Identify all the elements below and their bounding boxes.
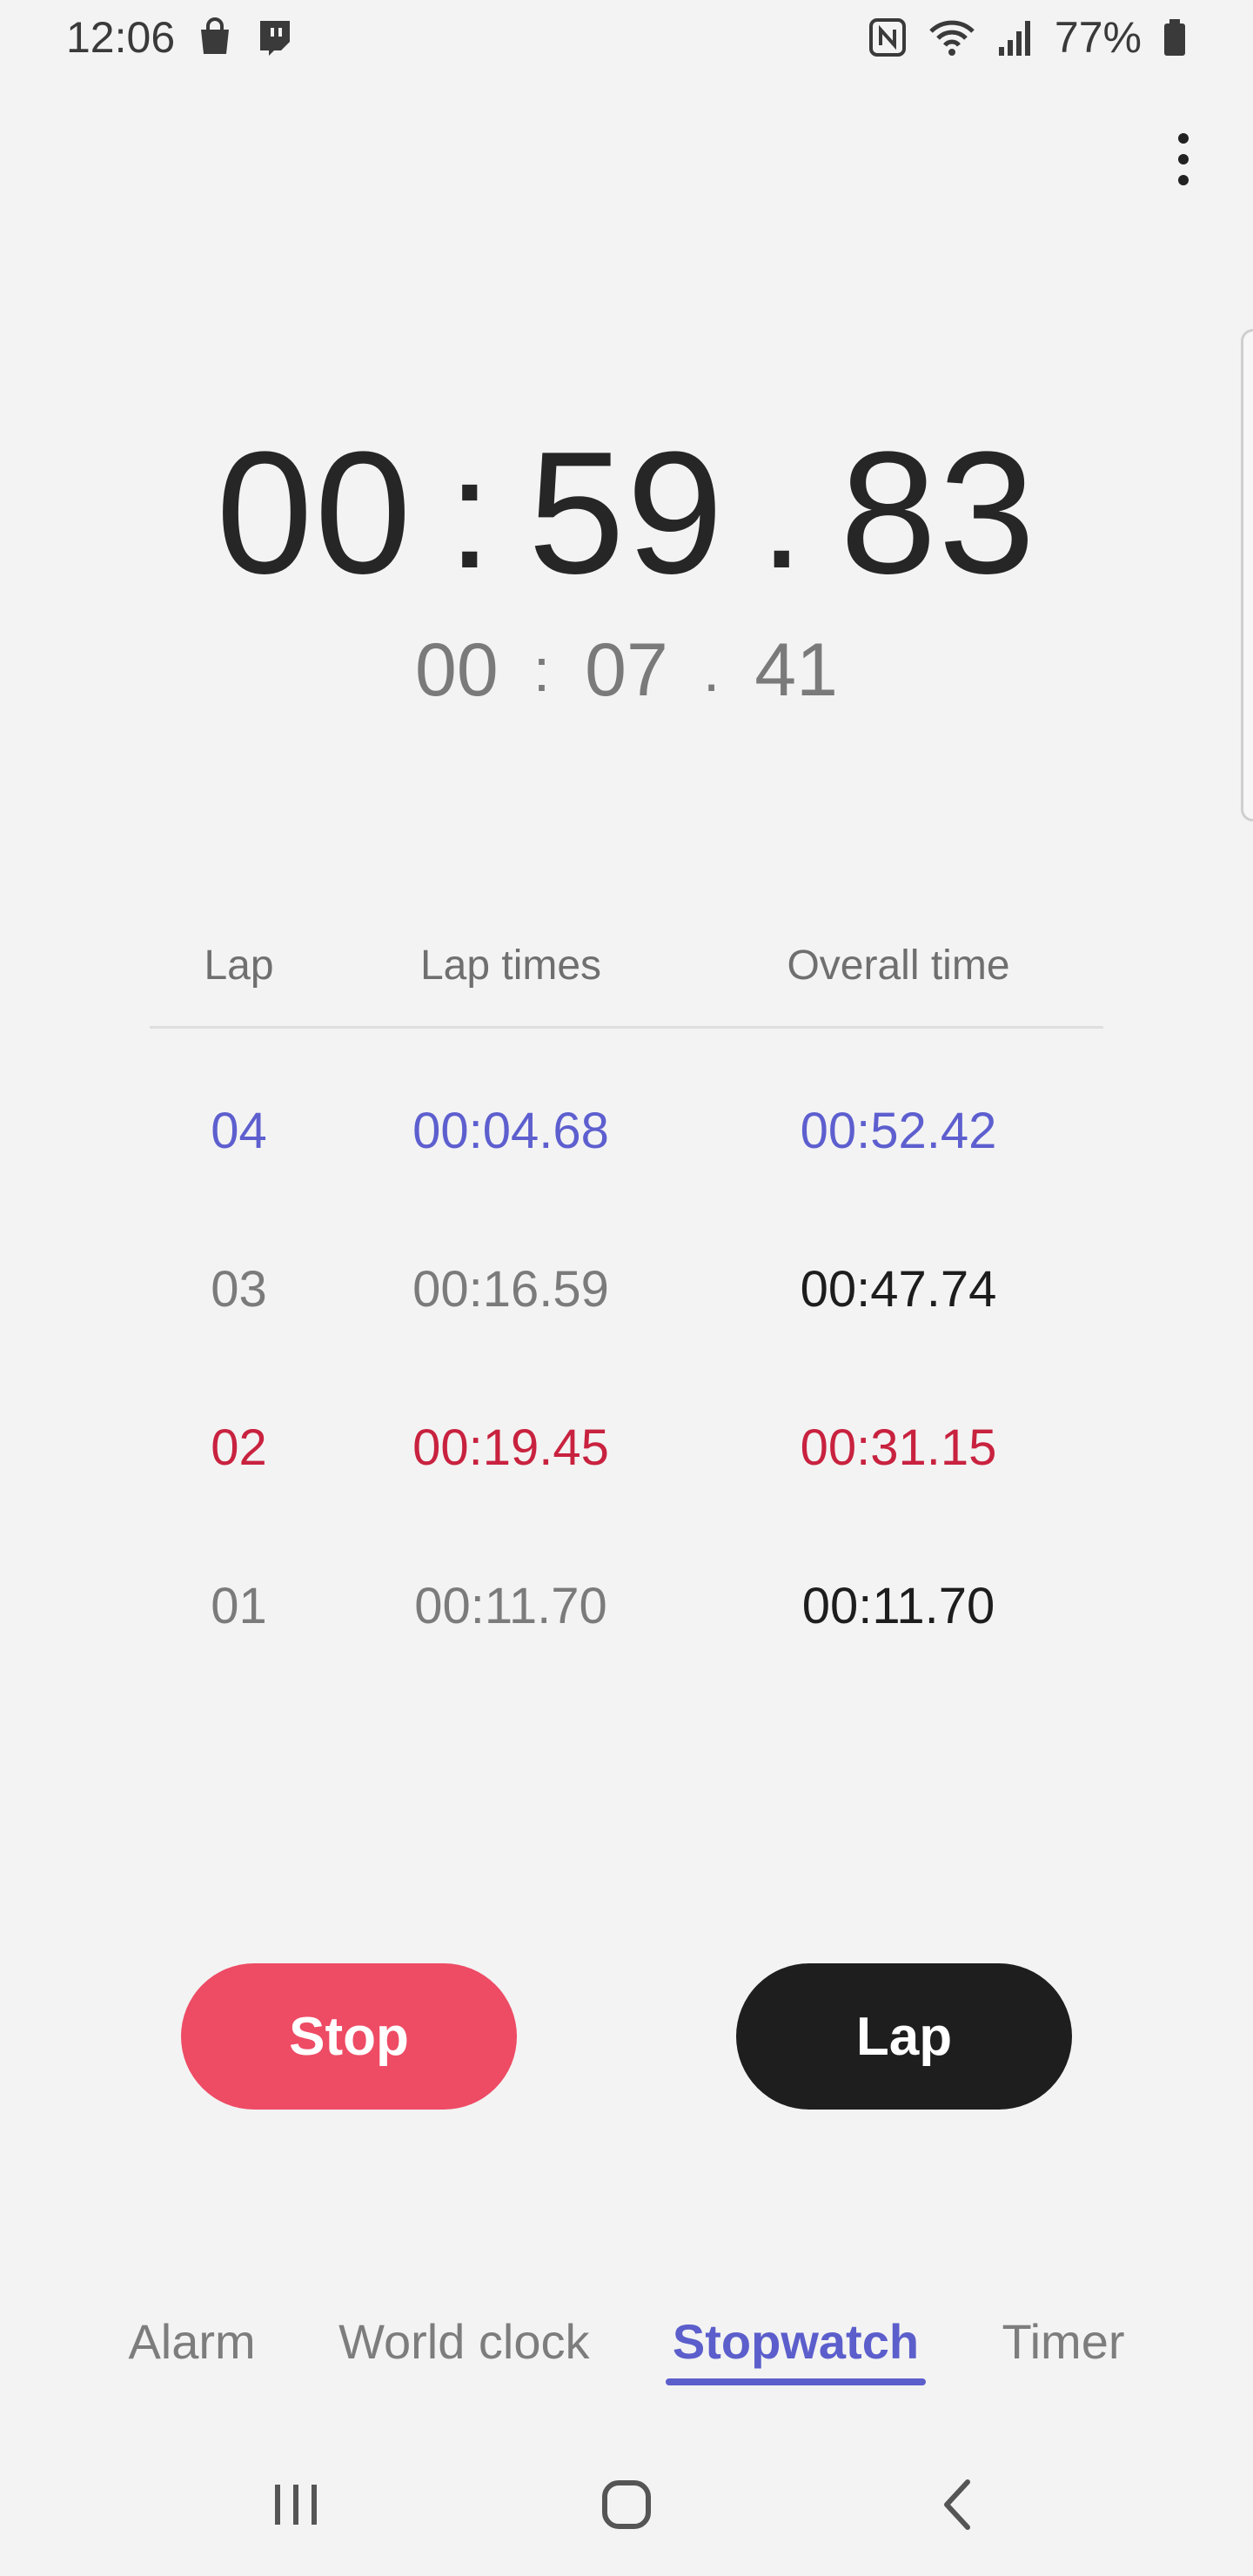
lap-number: 03 xyxy=(211,1260,267,1318)
recent-apps-icon xyxy=(271,2481,320,2532)
lap-number: 04 xyxy=(211,1102,267,1159)
lap-time: 00:04.68 xyxy=(412,1102,609,1159)
header-lap-times: Lap times xyxy=(419,943,602,989)
overall-time: 00:31.15 xyxy=(800,1419,997,1476)
home-icon xyxy=(600,2479,653,2535)
header-lap: Lap xyxy=(204,943,274,989)
signal-icon xyxy=(997,17,1034,57)
recent-apps-button[interactable] xyxy=(244,2463,348,2550)
lap-separator-colon: : xyxy=(533,636,551,704)
stop-button[interactable]: Stop xyxy=(181,1963,517,2110)
battery-percent: 77% xyxy=(1054,13,1142,62)
lap-separator-dot: . xyxy=(702,636,720,704)
lap-time: 00:16.59 xyxy=(412,1260,609,1318)
bottom-tabs: Alarm World clock Stopwatch Timer xyxy=(0,2298,1253,2385)
status-left: 12:06 xyxy=(66,12,293,63)
lap-minutes: 00 xyxy=(415,627,499,712)
status-time: 12:06 xyxy=(66,13,176,62)
lap-hundredths: 41 xyxy=(754,627,838,712)
lap-number: 02 xyxy=(211,1419,267,1476)
lap-time: 00:11.70 xyxy=(414,1577,607,1634)
elapsed-separator-colon: : xyxy=(447,426,493,601)
overall-time: 00:47.74 xyxy=(800,1260,997,1318)
current-lap-time-display: 00 : 07 . 41 xyxy=(0,627,1253,714)
shopping-bag-icon xyxy=(196,17,234,57)
elapsed-separator-dot: . xyxy=(760,426,806,601)
status-right: 77% xyxy=(868,12,1187,63)
tab-timer[interactable]: Timer xyxy=(1002,2313,1125,2369)
back-icon xyxy=(940,2479,975,2535)
lap-number: 01 xyxy=(211,1577,267,1634)
elapsed-hundredths: 83 xyxy=(840,416,1037,610)
lap-seconds: 07 xyxy=(585,627,668,712)
table-row: 02 00:19.45 00:31.15 xyxy=(150,1368,1103,1526)
tab-alarm[interactable]: Alarm xyxy=(128,2313,256,2369)
twitch-icon xyxy=(255,17,293,57)
home-button[interactable] xyxy=(574,2463,679,2550)
tab-world-clock[interactable]: World clock xyxy=(338,2313,590,2369)
overall-time: 00:52.42 xyxy=(800,1102,997,1159)
overall-time: 00:11.70 xyxy=(801,1577,995,1634)
laps-header: Lap Lap times Overall time xyxy=(150,905,1103,1029)
elapsed-minutes: 00 xyxy=(216,416,413,610)
tab-stopwatch[interactable]: Stopwatch xyxy=(665,2304,927,2385)
laps-table: Lap Lap times Overall time 04 00:04.68 0… xyxy=(150,905,1103,1685)
nfc-icon xyxy=(868,17,907,57)
edge-panel-handle[interactable] xyxy=(1241,329,1253,822)
table-row: 01 00:11.70 00:11.70 xyxy=(150,1526,1103,1685)
table-row: 03 00:16.59 00:47.74 xyxy=(150,1210,1103,1368)
lap-time: 00:19.45 xyxy=(412,1419,609,1476)
elapsed-seconds: 59 xyxy=(527,416,726,610)
elapsed-time-display: 00 : 59 . 83 xyxy=(0,416,1253,610)
laps-list: 04 00:04.68 00:52.42 03 00:16.59 00:47.7… xyxy=(150,1029,1103,1685)
more-vert-icon xyxy=(1177,132,1189,191)
back-button[interactable] xyxy=(905,2463,1009,2550)
wifi-icon xyxy=(928,17,976,57)
more-options-button[interactable] xyxy=(1157,122,1209,200)
system-nav-bar xyxy=(0,2454,1253,2559)
header-overall-time: Overall time xyxy=(787,943,1010,989)
lap-button[interactable]: Lap xyxy=(736,1963,1072,2110)
table-row: 04 00:04.68 00:52.42 xyxy=(150,1051,1103,1210)
battery-icon xyxy=(1163,17,1187,57)
status-bar: 12:06 77% xyxy=(0,0,1253,75)
